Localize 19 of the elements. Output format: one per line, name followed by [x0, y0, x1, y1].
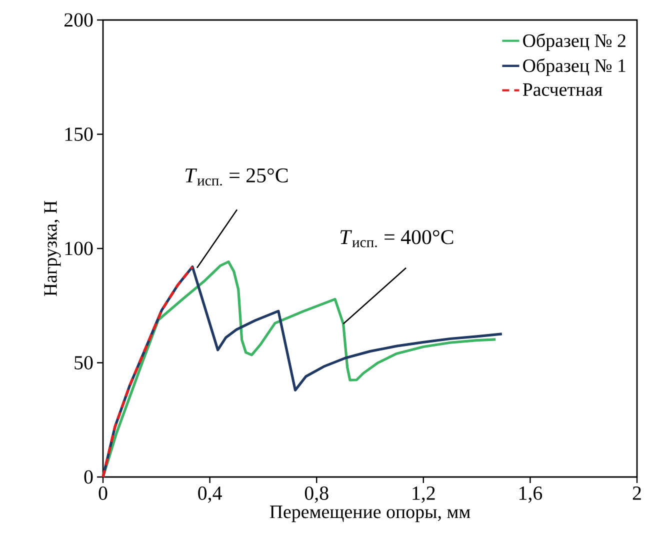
- y-tick-label: 50: [74, 356, 93, 370]
- y-tick-label: 150: [65, 128, 93, 141]
- annotation: T$_{исп.}$ = 25°C: [186, 168, 288, 186]
- x-tick-label: 1,6: [520, 486, 542, 503]
- y-tick-label: 200: [64, 13, 93, 27]
- legend-label: Расчетная: [522, 83, 602, 96]
- x-tick-label: 0,4: [198, 486, 222, 503]
- x-tick-label: 2: [632, 486, 641, 500]
- y-tick-label: 100: [65, 242, 93, 256]
- line-series: [102, 265, 194, 478]
- y-axis-title: Нагрузка, Н: [44, 200, 61, 296]
- legend-label: Образец № 2: [523, 33, 626, 51]
- x-tick-label: 0: [98, 486, 108, 500]
- legend-label: Образец № 1: [523, 58, 626, 76]
- x-axis-title: Перемещение опоры, мм: [270, 506, 470, 522]
- x-tick-label: 1,2: [412, 486, 435, 503]
- y-tick-label: 0: [84, 470, 93, 484]
- x-tick-label: 0,8: [304, 486, 328, 503]
- annotation: T$_{исп.}$ = 400°C: [340, 230, 454, 248]
